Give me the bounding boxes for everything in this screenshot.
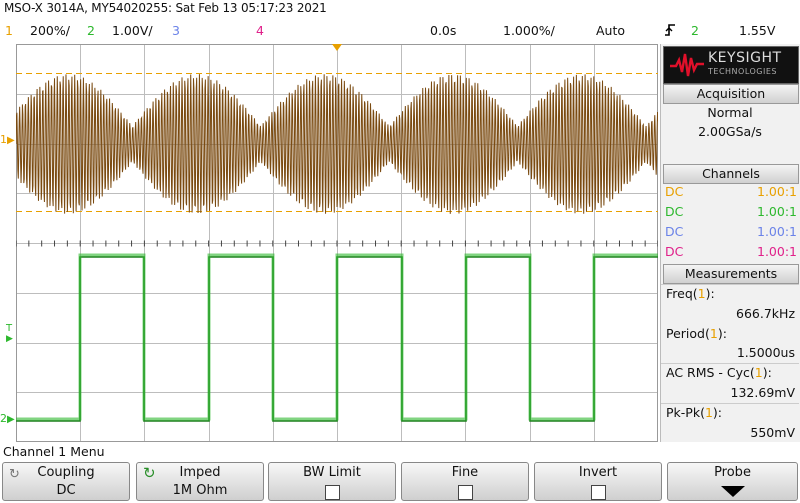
invert-checkbox[interactable] (591, 485, 606, 500)
ch4-probe-ratio: 1.00:1 (757, 244, 797, 259)
coupling-value: DC (56, 483, 76, 498)
meas-divider (661, 284, 799, 285)
ch4-coupling: DC (665, 244, 684, 259)
bw-limit-checkbox[interactable] (325, 485, 340, 500)
invert-softkey[interactable]: Invert (534, 462, 662, 501)
trigger-level-marker[interactable]: T ▶ (6, 323, 13, 344)
timebase-readout[interactable]: 1.000%/ (503, 23, 555, 38)
coupling-softkey[interactable]: ↻ Coupling DC (2, 462, 130, 501)
acquisition-mode: Normal (707, 105, 753, 120)
ch1-number[interactable]: 1 (5, 23, 13, 38)
waveform-graticule (16, 44, 658, 442)
trigger-position-marker[interactable] (332, 44, 342, 51)
ch1-ground-marker[interactable]: 1▶ (0, 133, 15, 146)
fine-checkbox[interactable] (458, 485, 473, 500)
meas-pkpk-label[interactable]: Pk-Pk(1): (666, 405, 723, 420)
meas-acrms-label[interactable]: AC RMS - Cyc(1): (666, 365, 772, 380)
waveform-display[interactable] (16, 44, 658, 442)
acquisition-rate: 2.00GSa/s (698, 124, 762, 139)
ch1-scale[interactable]: 200%/ (30, 23, 70, 38)
ch2-scale[interactable]: 1.00V/ (112, 23, 153, 38)
trigger-mode[interactable]: Auto (596, 23, 626, 38)
ch1-coupling: DC (665, 184, 684, 199)
ch2-marker-label: 2 (0, 412, 7, 425)
measurements-header[interactable]: Measurements (663, 264, 799, 284)
ch1-probe-ratio: 1.00:1 (757, 184, 797, 199)
meas-freq-label[interactable]: Freq(1): (666, 286, 715, 301)
coupling-label: Coupling (37, 465, 95, 480)
imped-value: 1M Ohm (172, 483, 228, 498)
meas-divider (661, 363, 799, 364)
ch2-coupling: DC (665, 204, 684, 219)
trigger-level[interactable]: 1.55V (739, 23, 776, 38)
imped-label: Imped (179, 465, 221, 480)
ch2-probe-ratio: 1.00:1 (757, 204, 797, 219)
ch2-ground-marker[interactable]: 2▶ (0, 412, 15, 425)
channels-header[interactable]: Channels (663, 164, 799, 184)
imped-softkey[interactable]: ↻ Imped 1M Ohm (136, 462, 264, 501)
ch3-probe-ratio: 1.00:1 (757, 224, 797, 239)
probe-label: Probe (714, 465, 751, 480)
rotate-knob-icon: ↻ (9, 467, 20, 482)
probe-softkey[interactable]: Probe (667, 462, 798, 501)
invert-label: Invert (578, 465, 618, 480)
submenu-arrow-icon (720, 485, 746, 502)
ch2-trace-glow (16, 253, 658, 421)
meas-acrms-value: 132.69mV (730, 385, 795, 400)
meas-pkpk-value: 550mV (750, 425, 795, 440)
ch3-number[interactable]: 3 (172, 23, 180, 38)
meas-period-value: 1.5000us (736, 345, 795, 360)
status-bar: 1 200%/ 2 1.00V/ 3 4 0.0s 1.000%/ Auto 2… (0, 20, 800, 42)
meas-freq-value: 666.7kHz (736, 306, 795, 321)
acquisition-header[interactable]: Acquisition (663, 84, 799, 104)
keysight-wave-icon (670, 53, 704, 77)
delay-readout[interactable]: 0.0s (430, 23, 457, 38)
rotate-knob-icon: ↻ (143, 464, 156, 482)
bw-limit-softkey[interactable]: BW Limit (268, 462, 396, 501)
keysight-logo: KEYSIGHT TECHNOLOGIES (663, 46, 799, 84)
window-title: MSO-X 3014A, MY54020255: Sat Feb 13 05:1… (4, 1, 327, 15)
ch1-trace (16, 74, 658, 214)
trigger-arrow-icon: ▶ (6, 334, 13, 344)
fine-softkey[interactable]: Fine (401, 462, 529, 501)
trigger-marker-label: T (6, 323, 13, 334)
ch1-marker-label: 1 (0, 133, 7, 146)
meas-period-label[interactable]: Period(1): (666, 326, 727, 341)
ch4-number[interactable]: 4 (256, 23, 264, 38)
logo-sub: TECHNOLOGIES (708, 67, 777, 76)
logo-brand: KEYSIGHT (708, 50, 782, 66)
ch3-coupling: DC (665, 224, 684, 239)
trigger-source[interactable]: 2 (691, 23, 699, 38)
fine-label: Fine (451, 465, 479, 480)
meas-divider (661, 403, 799, 404)
ch2-number[interactable]: 2 (87, 23, 95, 38)
bw-limit-label: BW Limit (303, 465, 361, 480)
side-panel: KEYSIGHT TECHNOLOGIES Acquisition Normal… (660, 44, 800, 442)
menu-title: Channel 1 Menu (3, 444, 105, 459)
rising-edge-icon (664, 22, 676, 41)
